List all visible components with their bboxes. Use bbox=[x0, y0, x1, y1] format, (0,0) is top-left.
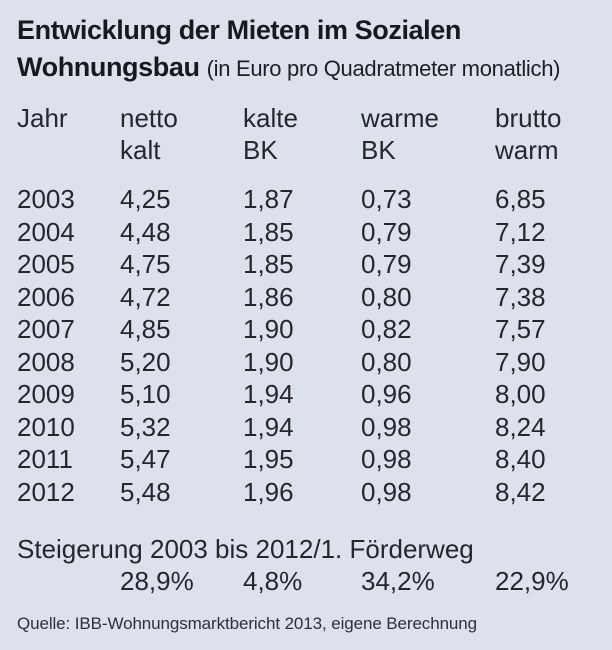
cell-value: 8,24 bbox=[495, 411, 546, 442]
cell-value: 4,48 bbox=[120, 216, 171, 247]
title-line-1: Entwicklung der Mieten im Sozialen bbox=[17, 15, 461, 45]
title-line-2-bold: Wohnungsbau bbox=[17, 52, 200, 82]
title-subtitle: (in Euro pro Quadratmeter monatlich) bbox=[206, 56, 561, 81]
cell-value: 1,90 bbox=[243, 346, 294, 377]
cell-value: 1,85 bbox=[243, 216, 294, 247]
cell-value: 5,32 bbox=[120, 411, 171, 442]
table-row: 2009 5,10 1,94 0,96 8,00 bbox=[17, 378, 598, 411]
cell-jahr: 2010 bbox=[17, 411, 75, 442]
cell-value: 8,40 bbox=[495, 444, 546, 474]
cell-value: 4,72 bbox=[120, 281, 171, 312]
cell-value: 0,96 bbox=[361, 379, 412, 409]
cell-value: 4,25 bbox=[120, 184, 171, 214]
cell-value: 5,20 bbox=[120, 346, 171, 377]
cell-value: 0,79 bbox=[361, 249, 412, 279]
cell-value: 1,95 bbox=[243, 444, 294, 474]
column-header-netto kalt: netto kalt bbox=[120, 103, 178, 165]
cell-value: 0,80 bbox=[361, 281, 412, 312]
cell-value: 0,79 bbox=[361, 216, 412, 247]
cell-value: 1,87 bbox=[243, 184, 294, 214]
table-header-row: Jahr netto kalt kalte BK warme BK brutto warm bbox=[17, 102, 598, 166]
cell-jahr: 2004 bbox=[17, 216, 75, 247]
cell-value: 5,48 bbox=[120, 476, 171, 507]
source-note: Quelle: IBB-Wohnungsmarktbericht 2013, e… bbox=[17, 614, 477, 633]
cell-jahr: 2008 bbox=[17, 346, 75, 377]
table-body: 2003 4,25 1,87 0,73 6,85 2004 4,48 1,85 0,79 7,12… bbox=[17, 183, 598, 508]
summary-values-row: 28,9% 4,8% 34,2% 22,9% bbox=[17, 565, 598, 597]
summary-label: Steigerung 2003 bis 2012/1. Förderweg bbox=[17, 534, 474, 564]
column-header-Jahr: Jahr bbox=[17, 103, 68, 133]
cell-value: 7,12 bbox=[495, 216, 546, 247]
cell-value: 7,90 bbox=[495, 346, 546, 377]
table-row: 2007 4,85 1,90 0,82 7,57 bbox=[17, 313, 598, 346]
table-row: 2008 5,20 1,90 0,80 7,90 bbox=[17, 346, 598, 379]
cell-value: 4,75 bbox=[120, 249, 171, 279]
cell-value: 1,86 bbox=[243, 281, 294, 312]
cell-value: 1,94 bbox=[243, 379, 294, 409]
cell-value: 5,47 bbox=[120, 444, 171, 474]
column-header-kalte BK: kalte BK bbox=[243, 103, 298, 165]
table-row: 2005 4,75 1,85 0,79 7,39 bbox=[17, 248, 598, 281]
summary-empty-cell bbox=[17, 565, 120, 597]
cell-jahr: 2011 bbox=[17, 444, 73, 474]
cell-value: 6,85 bbox=[495, 184, 546, 214]
cell-value: 0,98 bbox=[361, 411, 412, 442]
cell-jahr: 2005 bbox=[17, 249, 75, 279]
summary-percentage: 22,9% bbox=[495, 566, 569, 596]
column-header-warme BK: warme BK bbox=[361, 103, 440, 165]
table-row: 2012 5,48 1,96 0,98 8,42 bbox=[17, 476, 598, 509]
summary-percentage: 34,2% bbox=[361, 566, 435, 596]
cell-value: 0,82 bbox=[361, 314, 412, 344]
table-row: 2011 5,47 1,95 0,98 8,40 bbox=[17, 443, 598, 476]
cell-value: 4,85 bbox=[120, 314, 171, 344]
cell-jahr: 2009 bbox=[17, 379, 75, 409]
cell-value: 5,10 bbox=[120, 379, 171, 409]
summary-percentage: 4,8% bbox=[243, 566, 303, 596]
table-row: 2003 4,25 1,87 0,73 6,85 bbox=[17, 183, 598, 216]
table-row: 2006 4,72 1,86 0,80 7,38 bbox=[17, 281, 598, 314]
title-line-2: Wohnungsbau (in Euro pro Quadratmeter mon… bbox=[17, 49, 598, 87]
cell-value: 1,96 bbox=[243, 476, 294, 507]
page-title: Entwicklung der Mieten im Sozialen Wohnu… bbox=[17, 12, 598, 87]
cell-value: 0,98 bbox=[361, 476, 412, 507]
cell-value: 1,90 bbox=[243, 314, 294, 344]
column-header-brutto warm: brutto warm bbox=[495, 103, 562, 165]
cell-value: 0,80 bbox=[361, 346, 412, 377]
cell-value: 0,73 bbox=[361, 184, 412, 214]
cell-value: 1,85 bbox=[243, 249, 294, 279]
table-row: 2004 4,48 1,85 0,79 7,12 bbox=[17, 216, 598, 249]
cell-value: 0,98 bbox=[361, 444, 412, 474]
cell-value: 7,57 bbox=[495, 314, 546, 344]
cell-jahr: 2006 bbox=[17, 281, 75, 312]
cell-value: 8,00 bbox=[495, 379, 546, 409]
cell-value: 7,39 bbox=[495, 249, 546, 279]
cell-jahr: 2012 bbox=[17, 476, 75, 507]
cell-value: 8,42 bbox=[495, 476, 546, 507]
cell-jahr: 2007 bbox=[17, 314, 75, 344]
cell-jahr: 2003 bbox=[17, 184, 75, 214]
summary-percentage: 28,9% bbox=[120, 566, 194, 596]
cell-value: 7,38 bbox=[495, 281, 546, 312]
table-row: 2010 5,32 1,94 0,98 8,24 bbox=[17, 411, 598, 444]
cell-value: 1,94 bbox=[243, 411, 294, 442]
